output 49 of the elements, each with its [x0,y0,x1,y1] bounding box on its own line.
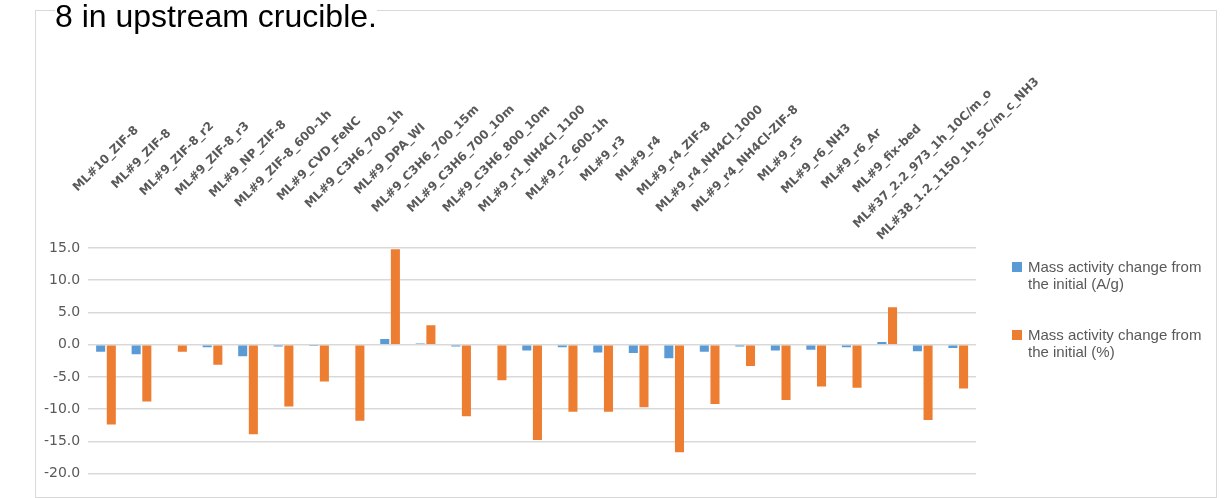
bar [888,307,898,344]
y-tick-label: -5.0 [52,367,81,384]
bar [628,345,638,354]
y-tick-label: -10.0 [43,399,81,416]
bar [959,345,969,389]
bar [142,345,152,402]
bar [426,325,436,344]
bar [948,345,958,348]
bar [319,345,329,382]
y-tick-label: -15.0 [43,432,81,449]
bar [461,345,471,417]
y-tick-label: 15.0 [49,238,81,255]
bar [568,345,578,412]
bar [710,345,720,404]
y-tick-label: 0.0 [57,335,81,352]
bar [380,338,390,344]
bar [923,345,933,421]
bar [497,345,507,381]
bar [522,345,532,351]
bar [745,345,756,366]
bar [355,345,365,421]
bar [213,345,223,365]
bar [106,345,116,425]
bar [248,345,258,435]
bar [817,345,827,387]
y-tick-label: -20.0 [43,464,81,481]
bar [781,345,791,401]
bar [603,345,613,412]
bar [770,345,780,351]
chart-title: 8 in upstream crucible. [55,0,377,34]
bar [699,345,709,352]
bar [664,345,674,359]
y-tick-label: 5.0 [57,303,81,320]
bar [639,345,649,408]
bar [593,345,603,353]
legend-label: Mass activity change from the initial (%) [1028,326,1203,360]
bar [806,345,816,350]
bar [852,345,862,388]
bar [284,345,294,407]
bar [912,345,922,352]
bar [96,345,106,352]
bar [131,345,141,355]
y-tick-label: 10.0 [49,270,81,287]
bar [177,345,187,352]
bar [390,249,400,344]
bar [674,345,685,453]
bar [532,345,542,441]
legend-label: Mass activity change from the initial (A/g) [1028,258,1203,292]
bar [238,345,248,357]
